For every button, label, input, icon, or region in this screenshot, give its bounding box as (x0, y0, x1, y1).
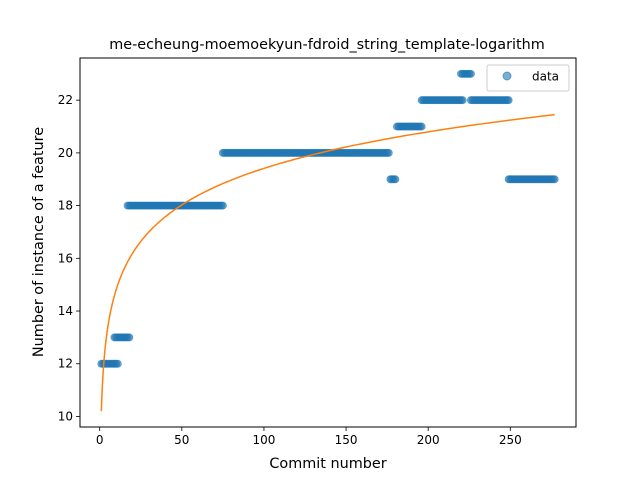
x-tick-label: 0 (96, 433, 104, 447)
plot-area (80, 58, 576, 427)
data-point (125, 333, 134, 342)
x-axis-ticks: 0 50 100 150 200 250 (96, 427, 522, 447)
y-tick-label: 14 (58, 304, 73, 318)
x-axis-label: Commit number (269, 456, 386, 472)
data-point (384, 148, 393, 157)
x-tick-label: 250 (499, 433, 522, 447)
x-tick-label: 150 (335, 433, 358, 447)
fit-line (100, 113, 555, 412)
y-tick-label: 10 (58, 409, 73, 423)
data-point (218, 201, 227, 210)
y-axis-ticks: 10 12 14 16 18 20 22 (58, 93, 80, 423)
x-tick-label: 200 (417, 433, 440, 447)
chart-title: me-echeung-moemoekyun-fdroid_string_temp… (109, 37, 545, 53)
legend-marker-data (502, 71, 512, 81)
y-tick-label: 20 (58, 146, 73, 160)
data-point (391, 175, 400, 184)
plot-frame (79, 57, 577, 428)
y-tick-label: 18 (58, 199, 73, 213)
y-tick-label: 12 (58, 357, 73, 371)
y-tick-label: 16 (58, 251, 73, 265)
x-tick-label: 100 (252, 433, 275, 447)
data-point (466, 69, 475, 78)
data-point (417, 122, 426, 131)
x-tick-label: 50 (174, 433, 189, 447)
data-point (113, 359, 122, 368)
legend: data (486, 64, 570, 92)
legend-box (486, 64, 570, 92)
data-point (458, 96, 467, 105)
data-point (550, 175, 559, 184)
data-points (97, 69, 559, 368)
legend-label-data: data (532, 70, 559, 84)
y-axis-label: Number of instance of a feature (31, 127, 47, 357)
data-point (504, 96, 513, 105)
y-tick-label: 22 (58, 93, 73, 107)
